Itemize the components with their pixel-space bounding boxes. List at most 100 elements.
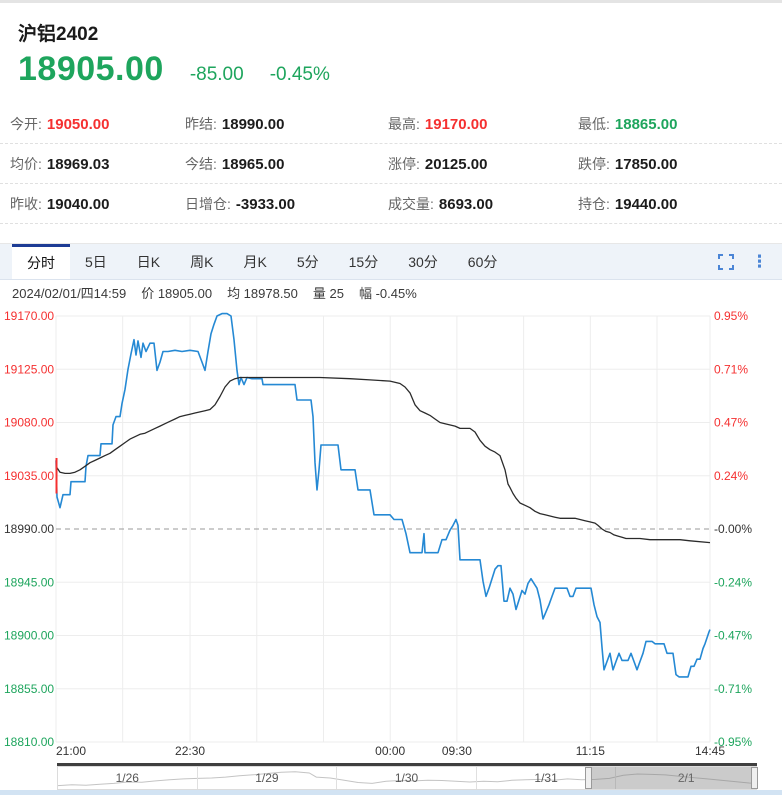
tab-分时[interactable]: 分时 — [12, 244, 70, 279]
readout-segment: 2024/02/01/四14:59 — [12, 286, 127, 301]
stat-label: 持仓: — [578, 195, 610, 212]
svg-text:00:00: 00:00 — [375, 744, 405, 758]
stat-cell: 日增仓: -3933.00 — [185, 194, 388, 214]
more-options-icon[interactable]: ⋮ — [751, 252, 768, 271]
stat-label: 昨收: — [10, 195, 42, 212]
stat-label: 昨结: — [185, 115, 217, 132]
navigator-date-1/26[interactable]: 1/26 — [58, 767, 198, 789]
svg-text:19080.00: 19080.00 — [4, 416, 54, 430]
stat-cell: 跌停: 17850.00 — [578, 154, 782, 174]
navigator-date-2/1[interactable]: 2/1 — [677, 771, 695, 785]
bottom-panel-edge — [0, 790, 782, 795]
chart-navigator: 1/26 1/29 1/30 1/31 2/1 — [57, 763, 758, 790]
svg-text:18900.00: 18900.00 — [4, 629, 54, 643]
stat-value: 20125.00 — [424, 155, 488, 173]
svg-text:-0.24%: -0.24% — [714, 575, 752, 589]
stat-label: 最高: — [388, 115, 420, 132]
readout-segment: 量 25 — [312, 286, 344, 301]
tab-日K[interactable]: 日K — [136, 253, 161, 270]
tab-周K[interactable]: 周K — [190, 253, 214, 270]
stat-value: 17850.00 — [614, 155, 678, 173]
last-price: 18905.00 — [18, 50, 164, 88]
svg-text:14:45: 14:45 — [695, 744, 725, 758]
navigator-date-1/31[interactable]: 1/31 — [477, 767, 617, 789]
svg-text:0.71%: 0.71% — [714, 362, 748, 376]
svg-text:19035.00: 19035.00 — [4, 469, 54, 483]
stat-cell: 最高: 19170.00 — [388, 114, 578, 134]
svg-text:18945.00: 18945.00 — [4, 575, 54, 589]
stat-cell: 昨收: 19040.00 — [10, 194, 185, 214]
svg-text:22:30: 22:30 — [175, 744, 205, 758]
tab-60分[interactable]: 60分 — [467, 253, 498, 270]
stat-value: 19050.00 — [46, 115, 110, 133]
navigator-scroll-track[interactable] — [57, 763, 757, 766]
stats-row: 今开: 19050.00 昨结: 18990.00 最高: 19170.00 最低: 1886… — [0, 104, 782, 144]
stat-cell: 今结: 18965.00 — [185, 154, 388, 174]
navigator-body[interactable]: 1/26 1/29 1/30 1/31 2/1 — [57, 766, 758, 790]
stat-label: 日增仓: — [185, 195, 231, 212]
contract-title: 沪铝2402 — [18, 24, 99, 45]
stat-value: 19440.00 — [614, 195, 678, 213]
quote-stats-grid: 今开: 19050.00 昨结: 18990.00 最高: 19170.00 最低: 1886… — [0, 104, 782, 224]
navigator-sparkline — [58, 771, 756, 787]
stat-value: -3933.00 — [235, 195, 296, 213]
svg-text:19125.00: 19125.00 — [4, 362, 54, 376]
svg-text:0.47%: 0.47% — [714, 416, 748, 430]
stat-label: 最低: — [578, 115, 610, 132]
stat-label: 涨停: — [388, 155, 420, 172]
stat-label: 跌停: — [578, 155, 610, 172]
stat-value: 18965.00 — [221, 155, 285, 173]
top-divider — [0, 0, 782, 3]
navigator-date-1/29[interactable]: 1/29 — [198, 767, 338, 789]
svg-text:18855.00: 18855.00 — [4, 682, 54, 696]
stat-cell: 持仓: 19440.00 — [578, 194, 782, 214]
tab-30分[interactable]: 30分 — [408, 253, 438, 270]
stat-label: 今开: — [10, 115, 42, 132]
price-change-percent: -0.45% — [269, 64, 330, 85]
navigator-date-1/30[interactable]: 1/30 — [337, 767, 477, 789]
navigator-dates: 1/26 1/29 1/30 1/31 2/1 — [58, 767, 756, 789]
stat-cell: 昨结: 18990.00 — [185, 114, 388, 134]
stat-value: 19040.00 — [46, 195, 110, 213]
svg-text:11:15: 11:15 — [576, 744, 605, 758]
tab-15分[interactable]: 15分 — [348, 253, 379, 270]
stat-label: 均价: — [10, 155, 42, 172]
svg-text:09:30: 09:30 — [442, 744, 472, 758]
stat-cell: 最低: 18865.00 — [578, 114, 782, 134]
svg-text:0.24%: 0.24% — [714, 469, 748, 483]
svg-text:-0.71%: -0.71% — [714, 682, 752, 696]
intraday-chart-plot[interactable]: 19170.00 0.95% 19125.00 0.71% 19080.00 0.47% 1… — [0, 302, 782, 760]
stats-row: 昨收: 19040.00 日增仓: -3933.00 成交量: 8693.00 持仓: 194… — [0, 184, 782, 224]
readout-segment: 幅 -0.45% — [358, 286, 417, 301]
svg-text:-0.95%: -0.95% — [714, 735, 752, 749]
navigator-left-handle[interactable] — [585, 767, 593, 789]
stats-row: 均价: 18969.03 今结: 18965.00 涨停: 20125.00 跌停: 1785… — [0, 144, 782, 184]
svg-text:0.95%: 0.95% — [714, 309, 748, 323]
svg-text:-0.47%: -0.47% — [714, 629, 752, 643]
tab-5日[interactable]: 5日 — [85, 253, 107, 270]
svg-text:21:00: 21:00 — [56, 744, 86, 758]
series-均 — [55, 376, 711, 544]
readout-segment: 价 18905.00 — [141, 286, 213, 301]
stat-value: 8693.00 — [438, 195, 494, 213]
tabbar-icons: ⋮ — [718, 243, 768, 280]
readout-segment: 均 18978.50 — [227, 286, 298, 301]
stat-label: 今结: — [185, 155, 217, 172]
navigator-right-handle[interactable] — [751, 767, 758, 789]
series-价 — [55, 312, 711, 678]
stat-cell: 涨停: 20125.00 — [388, 154, 578, 174]
svg-text:18990.00: 18990.00 — [4, 522, 54, 536]
svg-text:-0.00%: -0.00% — [714, 522, 752, 536]
stat-cell: 成交量: 8693.00 — [388, 194, 578, 214]
tab-5分[interactable]: 5分 — [296, 253, 319, 270]
stat-value: 19170.00 — [424, 115, 488, 133]
stat-value: 18865.00 — [614, 115, 678, 133]
stat-label: 成交量: — [388, 195, 434, 212]
tab-月K[interactable]: 月K — [243, 253, 267, 270]
navigator-selection-window[interactable] — [588, 767, 756, 789]
price-bar: 18905.00 -85.00 -0.45% — [18, 50, 330, 89]
fullscreen-icon[interactable] — [718, 253, 734, 270]
stat-value: 18990.00 — [221, 115, 285, 133]
price-change: -85.00 — [189, 64, 244, 85]
